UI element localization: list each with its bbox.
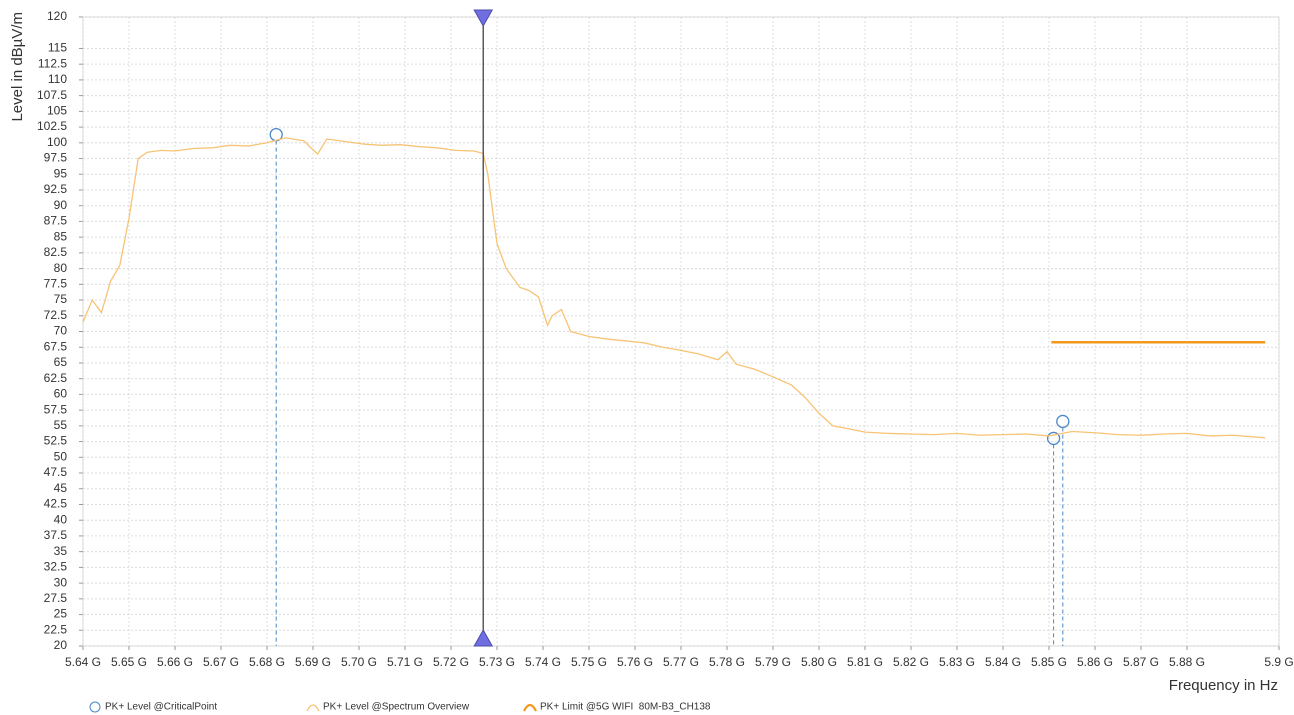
y-tick-label: 35 bbox=[54, 544, 68, 558]
critical-point bbox=[1046, 431, 1061, 446]
legend-label: PK+ Level @Spectrum Overview bbox=[323, 702, 470, 713]
y-tick-label: 55 bbox=[54, 418, 68, 432]
y-tick-label: 40 bbox=[54, 512, 68, 526]
x-tick-label: 5.68 G bbox=[249, 655, 285, 669]
y-tick-label: 85 bbox=[54, 229, 68, 243]
y-tick-label: 47.5 bbox=[44, 465, 68, 479]
y-tick-label: 42.5 bbox=[44, 497, 68, 511]
y-tick-label: 50 bbox=[54, 449, 68, 463]
x-tick-label: 5.81 G bbox=[847, 655, 883, 669]
y-tick-label: 70 bbox=[54, 324, 68, 338]
y-tick-label: 75 bbox=[54, 292, 68, 306]
x-tick-label: 5.71 G bbox=[387, 655, 423, 669]
y-tick-label: 20 bbox=[54, 638, 68, 652]
y-tick-label: 22.5 bbox=[44, 622, 68, 636]
y-tick-label: 82.5 bbox=[44, 245, 68, 259]
x-tick-label: 5.83 G bbox=[939, 655, 975, 669]
x-tick-label: 5.80 G bbox=[801, 655, 837, 669]
legend-icon bbox=[523, 703, 537, 712]
x-tick-label: 5.69 G bbox=[295, 655, 331, 669]
x-tick-label: 5.75 G bbox=[571, 655, 607, 669]
y-tick-label: 37.5 bbox=[44, 528, 68, 542]
cursor-marker bbox=[473, 628, 494, 647]
y-tick-label: 67.5 bbox=[44, 339, 68, 353]
y-tick-label: 107.5 bbox=[37, 88, 67, 102]
x-tick-label: 5.70 G bbox=[341, 655, 377, 669]
legend-icon bbox=[89, 701, 101, 713]
legend-label: PK+ Level @CriticalPoint bbox=[105, 702, 217, 713]
x-tick-label: 5.74 G bbox=[525, 655, 561, 669]
y-tick-label: 62.5 bbox=[44, 371, 68, 385]
x-tick-label: 5.77 G bbox=[663, 655, 699, 669]
y-tick-label: 52.5 bbox=[44, 434, 68, 448]
y-tick-label: 112.5 bbox=[38, 56, 67, 70]
y-tick-label: 57.5 bbox=[44, 402, 68, 416]
y-axis-title: Level in dBµV/m bbox=[9, 12, 26, 122]
y-tick-label: 97.5 bbox=[44, 151, 68, 165]
y-tick-label: 80 bbox=[54, 261, 68, 275]
x-tick-label: 5.66 G bbox=[157, 655, 193, 669]
x-tick-label: 5.76 G bbox=[617, 655, 653, 669]
y-tick-label: 60 bbox=[54, 387, 68, 401]
y-tick-label: 72.5 bbox=[44, 308, 68, 322]
x-tick-label: 5.85 G bbox=[1031, 655, 1067, 669]
critical-point bbox=[1056, 414, 1070, 429]
y-tick-label: 105 bbox=[47, 104, 67, 118]
x-tick-label: 5.79 G bbox=[755, 655, 791, 669]
legend-icon bbox=[306, 704, 320, 712]
x-tick-label: 5.86 G bbox=[1077, 655, 1113, 669]
y-tick-label: 95 bbox=[54, 166, 68, 180]
cursor-marker bbox=[473, 9, 494, 28]
y-tick-label: 30 bbox=[54, 575, 68, 589]
y-tick-label: 27.5 bbox=[44, 591, 68, 605]
legend-label: PK+ Limit @5G WIFI 80M-B3_CH138 bbox=[540, 702, 711, 713]
y-tick-label: 92.5 bbox=[44, 182, 68, 196]
x-tick-label: 5.73 G bbox=[479, 655, 515, 669]
x-tick-label: 5.9 G bbox=[1264, 655, 1293, 669]
x-tick-label: 5.87 G bbox=[1123, 655, 1159, 669]
x-tick-label: 5.84 G bbox=[985, 655, 1021, 669]
x-tick-label: 5.64 G bbox=[65, 655, 101, 669]
x-tick-label: 5.88 G bbox=[1169, 655, 1205, 669]
x-axis-title: Frequency in Hz bbox=[1169, 677, 1278, 694]
y-tick-label: 65 bbox=[54, 355, 68, 369]
y-tick-label: 32.5 bbox=[44, 560, 68, 574]
y-tick-label: 25 bbox=[54, 607, 68, 621]
y-tick-label: 45 bbox=[54, 481, 68, 495]
spectrum-line bbox=[82, 137, 1266, 439]
y-tick-label: 110 bbox=[48, 72, 67, 86]
y-tick-label: 90 bbox=[54, 198, 68, 212]
x-tick-label: 5.78 G bbox=[709, 655, 745, 669]
y-tick-label: 87.5 bbox=[44, 214, 68, 228]
x-tick-label: 5.67 G bbox=[203, 655, 239, 669]
x-tick-label: 5.82 G bbox=[893, 655, 929, 669]
y-tick-label: 100 bbox=[47, 135, 67, 149]
y-tick-label: 77.5 bbox=[44, 276, 68, 290]
x-tick-label: 5.65 G bbox=[111, 655, 147, 669]
y-tick-label: 120 bbox=[47, 9, 67, 23]
y-tick-label: 102.5 bbox=[37, 119, 67, 133]
x-tick-label: 5.72 G bbox=[433, 655, 469, 669]
y-tick-label: 115 bbox=[48, 41, 67, 55]
